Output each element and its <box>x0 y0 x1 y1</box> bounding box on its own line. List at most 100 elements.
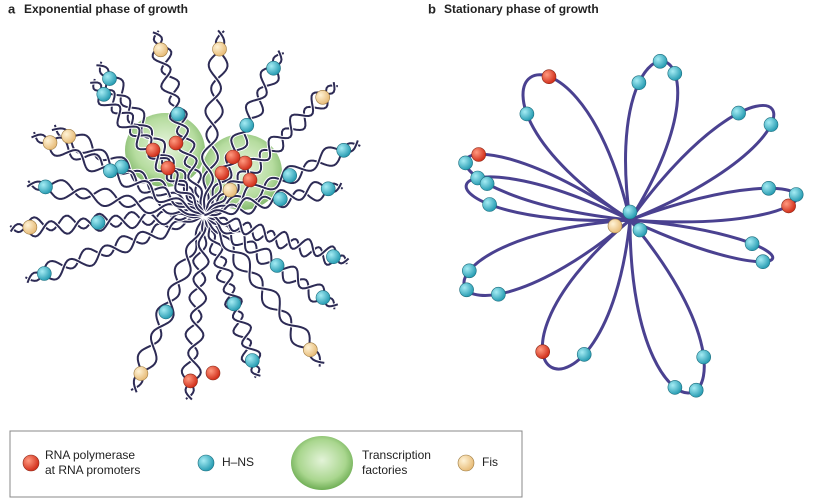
fis <box>222 182 238 198</box>
h-ns <box>763 117 779 132</box>
fis <box>133 366 149 381</box>
legend-box <box>9 430 523 498</box>
fis <box>42 135 58 150</box>
dna-strand <box>204 50 283 216</box>
legend-label: factories <box>362 463 407 477</box>
dna-strand <box>204 142 361 216</box>
h-ns <box>336 143 352 158</box>
legend-swatch <box>291 436 353 490</box>
dna-strand <box>27 179 206 216</box>
rna-polymerase <box>225 149 241 165</box>
rna-polymerase <box>205 365 221 381</box>
h-ns <box>272 191 288 207</box>
rna-polymerase <box>237 155 253 171</box>
legend-label: H–NS <box>222 455 254 469</box>
proteins <box>22 41 804 398</box>
h-ns <box>482 197 497 212</box>
dna-loop <box>629 218 775 264</box>
rna-polymerase <box>168 135 184 151</box>
panel-title: Exponential phase of growth <box>24 2 188 16</box>
dna-loop <box>521 73 632 222</box>
h-ns <box>239 118 255 133</box>
dna-strand <box>180 214 208 400</box>
rna-polymerase <box>242 172 258 188</box>
dna-strand <box>204 214 262 377</box>
h-ns <box>788 187 804 202</box>
h-ns <box>744 236 760 251</box>
legend-swatch <box>197 454 215 472</box>
fis <box>22 219 38 235</box>
dna-strand <box>184 215 210 401</box>
h-ns <box>326 249 341 265</box>
h-ns <box>461 263 477 279</box>
h-ns <box>459 282 474 298</box>
fis <box>315 90 331 105</box>
h-ns <box>688 382 704 398</box>
dna-strand <box>9 211 206 238</box>
panel-letter: a <box>8 1 16 16</box>
h-ns <box>667 380 683 395</box>
h-ns <box>631 75 647 90</box>
dna-strand <box>201 29 226 216</box>
dna-strand <box>204 214 339 308</box>
dna-strand <box>151 31 206 216</box>
h-ns <box>696 349 712 365</box>
fis <box>302 342 318 358</box>
h-ns <box>632 222 648 238</box>
h-ns <box>755 254 771 270</box>
dna-loop <box>540 218 632 371</box>
h-ns <box>576 347 592 362</box>
h-ns <box>38 179 53 195</box>
legend-label: RNA polymerase <box>45 448 135 462</box>
panel-title: Stationary phase of growth <box>444 2 599 16</box>
fis <box>153 42 168 58</box>
h-ns <box>491 286 506 302</box>
legend-swatch <box>22 454 40 472</box>
dna-strand <box>202 30 229 216</box>
h-ns <box>96 87 112 102</box>
rna-polymerase <box>214 165 230 181</box>
h-ns <box>761 181 777 196</box>
h-ns <box>519 106 535 122</box>
fis <box>61 129 76 144</box>
h-ns <box>90 215 106 230</box>
h-ns <box>226 296 242 312</box>
h-ns <box>320 181 336 197</box>
h-ns <box>731 105 746 121</box>
h-ns <box>245 353 260 368</box>
rna-polymerase <box>535 344 551 360</box>
h-ns <box>102 71 117 86</box>
rna-polymerase <box>471 147 487 162</box>
h-ns <box>282 168 298 183</box>
h-ns <box>652 53 668 69</box>
legend-swatch <box>457 454 475 472</box>
h-ns <box>158 304 174 320</box>
h-ns <box>667 66 683 81</box>
rna-polymerase <box>160 160 176 176</box>
dna-strand <box>26 214 206 284</box>
panel-b-drawing <box>462 59 799 395</box>
h-ns <box>170 106 186 122</box>
legend-label: Fis <box>482 455 498 469</box>
h-ns <box>269 258 285 273</box>
h-ns <box>36 266 52 281</box>
rna-polymerase <box>145 142 161 158</box>
dna-strand <box>204 214 322 367</box>
dna-strand <box>31 133 206 216</box>
h-ns <box>103 163 118 179</box>
fis <box>212 41 227 57</box>
h-ns <box>458 155 473 171</box>
dna-loop <box>462 218 631 297</box>
h-ns <box>479 176 495 191</box>
h-ns <box>315 290 331 305</box>
h-ns <box>622 204 638 220</box>
dna-strand <box>132 214 206 393</box>
panel-letter: b <box>428 1 436 16</box>
dna-strand <box>204 214 325 364</box>
rna-polymerase <box>183 373 198 389</box>
dna-strand <box>130 214 206 391</box>
legend-label: Transcription <box>362 448 431 462</box>
rna-polymerase <box>781 198 796 214</box>
h-ns <box>266 60 281 76</box>
